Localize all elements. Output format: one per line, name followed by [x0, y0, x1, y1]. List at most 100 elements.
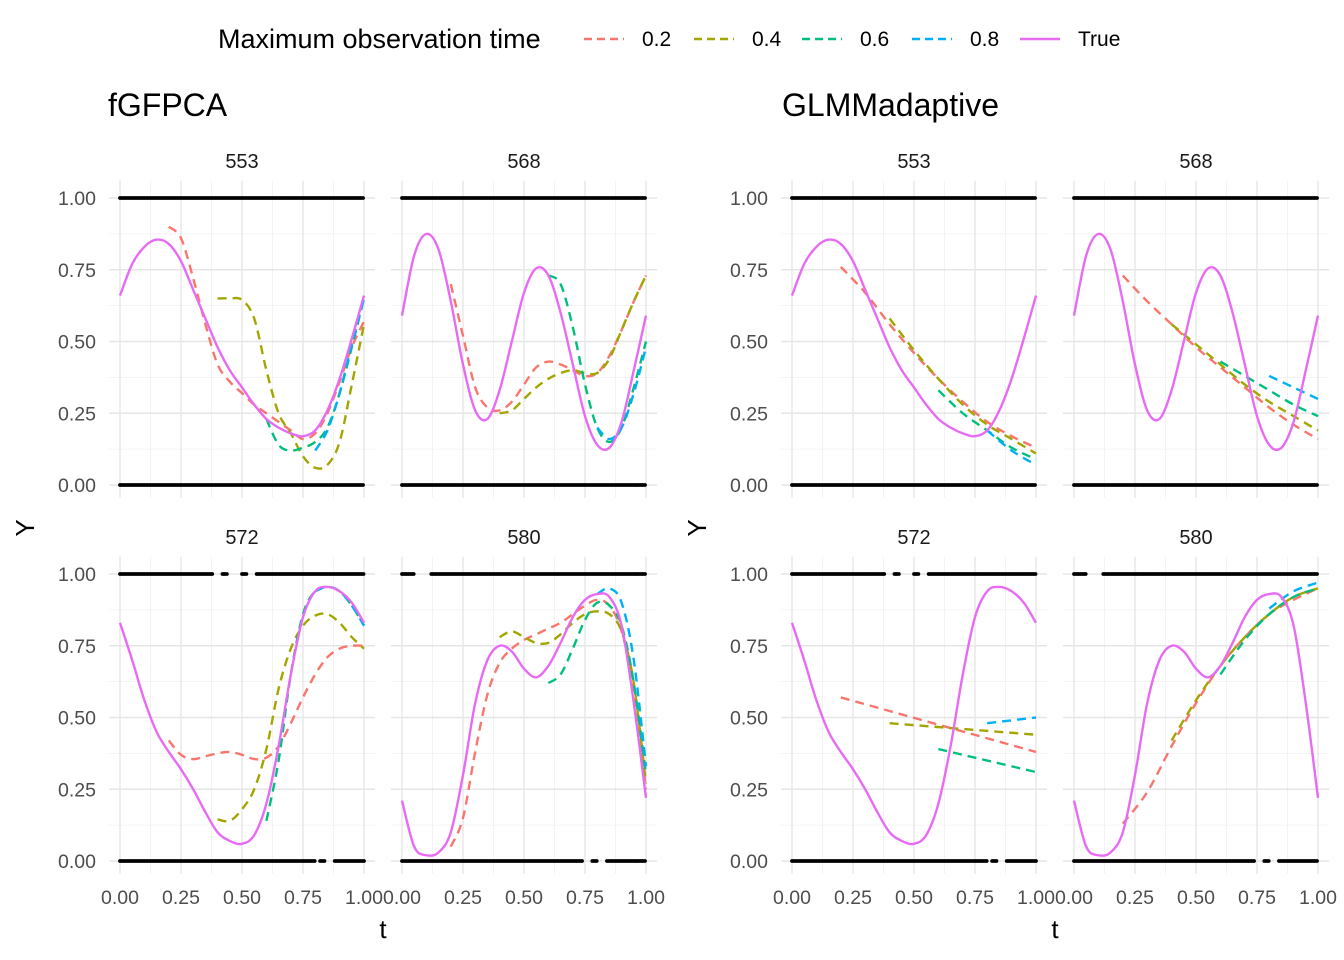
- y-tick-label: 0.00: [730, 851, 768, 873]
- series-line-true: [400, 592, 648, 857]
- y-tick-label: 0.50: [58, 708, 96, 730]
- facet-label-568: 568: [1179, 151, 1212, 173]
- observation-point-zero: [1266, 859, 1271, 863]
- observations: [790, 196, 1037, 487]
- observation-point-one: [643, 572, 647, 576]
- observations: [1072, 196, 1319, 487]
- x-axis-title-left: t: [379, 914, 387, 944]
- observation-point-one: [1315, 572, 1319, 576]
- y-tick-label: 1.00: [730, 188, 768, 210]
- facet-label-553: 553: [897, 151, 930, 173]
- panel-title-fgfpca: fGFPCA: [108, 87, 228, 123]
- legend: Maximum observation time 0.2 0.4 0.6 0.8 Tru…: [218, 24, 1120, 54]
- x-tick-label: 0.25: [834, 887, 872, 909]
- y-tick-label: 0.75: [730, 260, 768, 282]
- legend-label-0-2: 0.2: [642, 28, 671, 51]
- y-tick-label: 0.50: [730, 708, 768, 730]
- series-line-0-6: [1219, 587, 1319, 676]
- x-tick-label: 0.75: [566, 887, 604, 909]
- observations: [118, 196, 365, 487]
- observation-point-zero: [1252, 859, 1256, 863]
- observation-point-one: [643, 196, 647, 200]
- series-line-true: [118, 238, 366, 438]
- observation-point-zero: [994, 859, 999, 863]
- x-tick-label: 1.00: [345, 887, 383, 909]
- series-line-0-2: [839, 266, 1037, 449]
- panel-title-glmmadaptive: GLMMadaptive: [782, 87, 999, 123]
- series-line-0-4: [888, 317, 1037, 455]
- x-tick-label: 0.25: [444, 887, 482, 909]
- series-line-true: [1072, 592, 1320, 857]
- x-tick-label: 1.00: [1017, 887, 1055, 909]
- observation-point-zero: [322, 859, 327, 863]
- facet-fgfpca-553: 553 0.00 0.25 0.50 0.75 1.00: [58, 151, 375, 498]
- observation-point-zero: [312, 859, 317, 863]
- series-line-0-4: [499, 274, 648, 415]
- x-tick-label: 0.50: [505, 887, 543, 909]
- x-tick-label: 0.50: [1177, 887, 1215, 909]
- facet-label-580: 580: [507, 527, 540, 549]
- observation-point-one: [224, 572, 229, 576]
- y-tick-label: 0.50: [730, 332, 768, 354]
- facet-glmmadaptive-568: 568: [1063, 151, 1329, 498]
- series-line-0-8: [986, 429, 1037, 466]
- series-line-0-2: [167, 644, 365, 761]
- y-tick-label: 0.50: [58, 332, 96, 354]
- series-line-true: [1072, 232, 1320, 452]
- x-tick-label: 0.75: [956, 887, 994, 909]
- series-line-0-2: [449, 598, 648, 848]
- facet-label-553: 553: [225, 151, 258, 173]
- x-tick-label: 0.75: [1238, 887, 1276, 909]
- y-tick-label: 0.00: [58, 475, 96, 497]
- observation-point-zero: [361, 483, 365, 487]
- observation-point-one: [1033, 196, 1037, 200]
- observation-point-one: [896, 572, 901, 576]
- observation-point-one: [1033, 572, 1038, 576]
- y-tick-label: 0.00: [730, 475, 768, 497]
- series-line-0-4: [1170, 323, 1319, 432]
- observation-point-zero: [643, 483, 647, 487]
- observation-point-zero: [594, 859, 599, 863]
- legend-label-0-6: 0.6: [860, 28, 889, 51]
- facet-fgfpca-580: 580 0.00 0.25 0.50 0.75 1.00: [383, 527, 665, 909]
- legend-label-0-4: 0.4: [752, 28, 782, 51]
- facet-fgfpca-572: 572 0.00 0.25 0.50 0.75 1.00 0.00 0.25 0.50 0.75 1…: [58, 527, 383, 909]
- observation-point-zero: [1034, 859, 1038, 863]
- observation-point-zero: [1033, 483, 1037, 487]
- x-tick-label: 1.00: [1299, 887, 1337, 909]
- observation-point-zero: [984, 859, 989, 863]
- series-line-true: [118, 585, 366, 846]
- y-tick-label: 1.00: [730, 564, 768, 586]
- y-tick-label: 0.75: [58, 636, 96, 658]
- x-tick-label: 0.75: [284, 887, 322, 909]
- legend-label-0-8: 0.8: [970, 28, 999, 51]
- observation-point-one: [361, 572, 366, 576]
- series-line-0-8: [314, 298, 366, 452]
- legend-title: Maximum observation time: [218, 24, 541, 54]
- observation-point-zero: [1315, 483, 1319, 487]
- observation-point-zero: [362, 859, 366, 863]
- series-line-true: [790, 238, 1038, 438]
- observations: [790, 572, 1038, 863]
- observations: [1072, 572, 1319, 863]
- facet-glmmadaptive-580: 580 0.00 0.25 0.50 0.75 1.00: [1055, 527, 1337, 909]
- observation-point-one: [1315, 196, 1319, 200]
- facet-label-572: 572: [225, 527, 258, 549]
- series-line-true: [790, 585, 1038, 846]
- series-line-0-2: [449, 274, 648, 413]
- series-line-0-4: [1170, 587, 1319, 742]
- observation-point-one: [916, 572, 921, 576]
- x-tick-label: 1.00: [627, 887, 665, 909]
- x-tick-label: 0.25: [1116, 887, 1154, 909]
- series-line-0-4: [889, 722, 1037, 736]
- facet-label-572: 572: [897, 527, 930, 549]
- x-tick-label: 0.50: [895, 887, 933, 909]
- observation-point-one: [411, 572, 416, 576]
- observations: [118, 572, 366, 863]
- series-line-0-6: [938, 747, 1037, 774]
- series-line-true: [400, 232, 648, 452]
- observation-point-one: [361, 196, 365, 200]
- x-axis-title-right: t: [1051, 914, 1059, 944]
- x-tick-label: 0.25: [162, 887, 200, 909]
